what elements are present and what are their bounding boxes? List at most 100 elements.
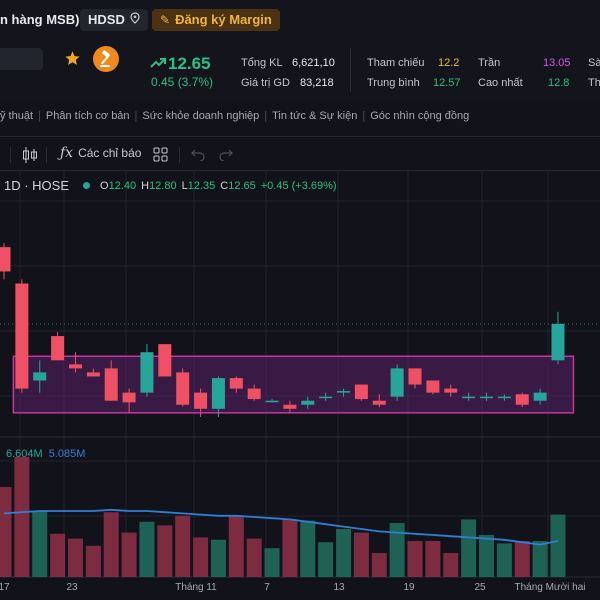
time-axis-label: 17 xyxy=(0,582,10,593)
tran-label: Trần xyxy=(478,57,501,69)
volume-bar xyxy=(157,525,173,577)
tab-separator: | xyxy=(264,110,268,122)
redo-icon[interactable] xyxy=(219,147,233,164)
candle-body xyxy=(533,392,547,401)
volume-bar xyxy=(532,541,548,577)
volume-bar xyxy=(300,520,316,577)
candle-body xyxy=(33,372,47,381)
time-axis-label: 13 xyxy=(333,582,345,593)
volume-bar xyxy=(496,543,512,577)
time-axis-label: 23 xyxy=(66,582,78,593)
volume-ma-path xyxy=(3,508,559,546)
bank-text: n hàng MSB) xyxy=(0,12,80,27)
volume-bar xyxy=(353,532,369,577)
o-label: O xyxy=(100,179,109,192)
tong-kl-value: 6,621,10 xyxy=(292,57,335,69)
candle-body xyxy=(229,378,243,389)
interval-label: 1D · HOSE xyxy=(4,178,70,193)
tab-phan-tich-co-ban[interactable]: Phân tích cơ bản xyxy=(45,110,130,122)
candle-body xyxy=(265,400,279,403)
candle-body xyxy=(15,283,29,389)
c-value: 12.65 xyxy=(228,179,256,192)
price-change: 0.45 (3.7%) xyxy=(151,75,214,89)
time-axis-label: Tháng 11 xyxy=(175,582,217,593)
volume-bar xyxy=(443,553,459,577)
candle-body xyxy=(337,391,351,393)
volume-bar xyxy=(514,541,530,577)
volume-bar xyxy=(282,519,298,577)
star-icon[interactable] xyxy=(64,50,81,72)
tab-suc-khoe-doanh-nghiep[interactable]: Sức khỏe doanh nghiệp xyxy=(142,110,260,122)
candle-body xyxy=(551,323,565,361)
tham-chieu-value: 12.2 xyxy=(438,57,460,69)
hdsd-label: HDSD xyxy=(88,12,125,27)
volume-bar xyxy=(371,553,387,577)
layout-grid-icon[interactable] xyxy=(153,147,168,165)
hdsd-button[interactable]: HDSD xyxy=(80,9,148,31)
volume-legend: 6.604M 5.085M xyxy=(6,448,85,460)
time-axis-label: 19 xyxy=(403,582,415,593)
volume-bar xyxy=(246,538,262,577)
symbol-search-input[interactable] xyxy=(0,48,43,70)
gia-tri-value: 83,218 xyxy=(300,77,334,89)
price-chart[interactable]: 17 23 Tháng 11 7 13 19 25 Tháng Mười hai xyxy=(0,171,600,600)
volume-bar xyxy=(461,519,477,577)
toolbar-divider xyxy=(46,147,47,163)
auction-icon[interactable] xyxy=(93,46,119,77)
tab-separator: | xyxy=(38,110,41,122)
time-axis-label: 25 xyxy=(474,582,486,593)
volume-ma-line xyxy=(3,508,559,546)
tabs-divider xyxy=(0,136,600,137)
current-price: 12.65 xyxy=(168,54,211,73)
time-axis-label: Tháng Mười hai xyxy=(514,582,585,593)
volume-bar xyxy=(103,512,119,577)
candle-body xyxy=(86,372,100,377)
volume-bar xyxy=(121,532,137,577)
cao-nhat-label: Cao nhất xyxy=(478,77,523,89)
volume-bar xyxy=(50,533,66,577)
l-value: 12.35 xyxy=(187,179,216,192)
tha-label: Thấ xyxy=(588,77,600,89)
trung-binh-value: 12.57 xyxy=(433,77,461,89)
time-axis: 17 23 Tháng 11 7 13 19 25 Tháng Mười hai xyxy=(0,582,586,593)
time-axis-label: 7 xyxy=(264,582,270,593)
candle-body xyxy=(68,364,82,369)
o-value: 12.40 xyxy=(108,179,137,192)
volume-bars xyxy=(0,457,566,577)
tab-tin-tuc-su-kien[interactable]: Tin tức & Sự kiện xyxy=(272,110,358,122)
location-pin-icon xyxy=(130,9,140,31)
volume-bar xyxy=(389,523,405,577)
volume-bar xyxy=(336,529,352,577)
range-box-rect xyxy=(12,355,575,414)
candle-body xyxy=(515,394,529,405)
san-label: Sà xyxy=(588,57,600,69)
candle-body xyxy=(140,352,154,393)
volume-bar xyxy=(425,541,441,577)
candle-body xyxy=(426,380,440,393)
tab-ky-thuat[interactable]: ỹ thuật xyxy=(0,110,34,122)
margin-button[interactable]: ✎ Đăng ký Margin xyxy=(152,9,280,31)
indicators-button[interactable]: ƒx Các chỉ báo xyxy=(60,145,141,161)
quote-panel: 12.65 0.45 (3.7%) Tổng KL 6,621,10 Giá t… xyxy=(0,40,600,100)
volume-bar xyxy=(550,514,566,577)
volume-bar xyxy=(32,511,48,577)
undo-icon[interactable] xyxy=(191,147,205,164)
volume-bar xyxy=(175,515,191,577)
l-label: L xyxy=(181,179,188,192)
volume-bar xyxy=(67,538,83,577)
tong-kl-label: Tổng KL xyxy=(241,57,283,69)
gia-tri-label: Giá trị GD xyxy=(241,77,290,89)
h-value: 12.80 xyxy=(149,179,177,192)
volume-ma-value: 5.085M xyxy=(48,448,86,460)
analysis-tabs: ỹ thuật | Phân tích cơ bản | Sức khỏe doan… xyxy=(0,104,600,128)
candlestick-icon[interactable] xyxy=(22,146,38,167)
tab-goc-nhin-cong-dong[interactable]: Góc nhìn cộng đồng xyxy=(370,110,470,122)
candle-body xyxy=(211,378,225,409)
tab-separator: | xyxy=(362,110,366,122)
toolbar-divider xyxy=(179,147,180,163)
ohlc-legend: 1D · HOSE O 12.40 H 12.80 L 12.35 C 12.6… xyxy=(4,178,337,193)
c-label: C xyxy=(220,179,229,192)
volume-bar xyxy=(139,521,155,577)
h-label: H xyxy=(141,179,150,192)
candle-body xyxy=(319,396,333,399)
